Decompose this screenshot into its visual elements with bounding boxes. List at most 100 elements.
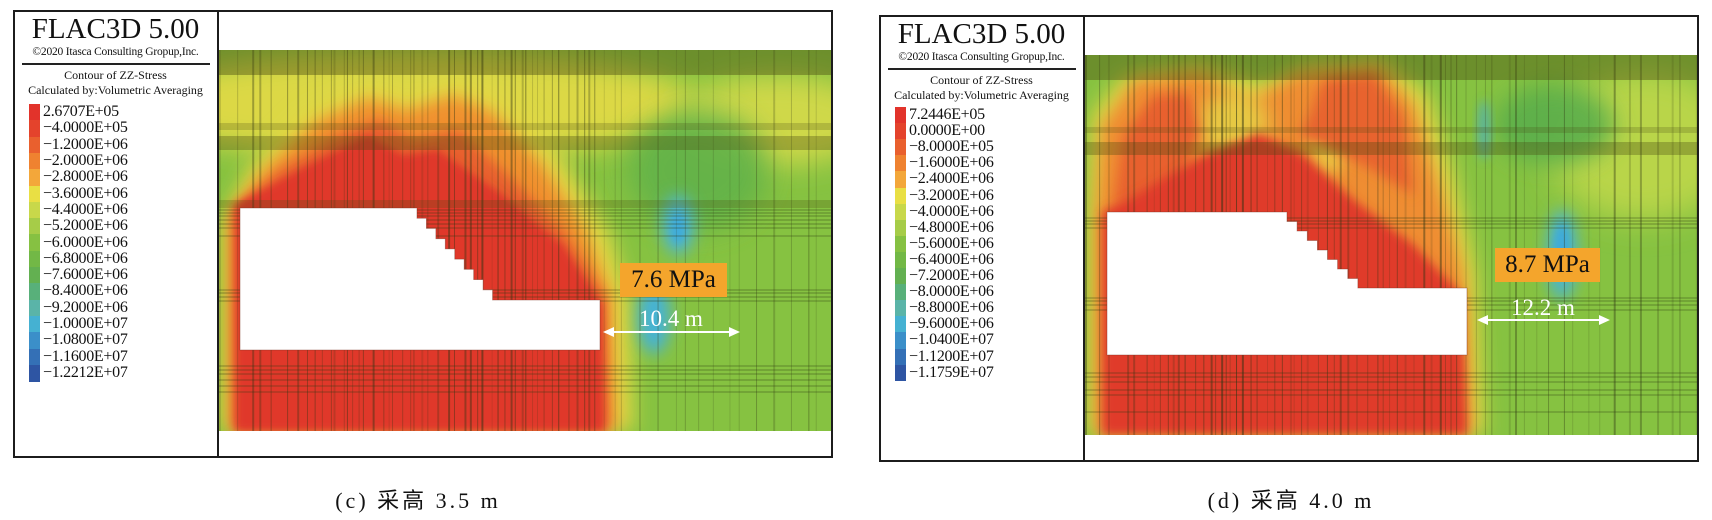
legend-label: −1.1759E+07 <box>909 363 994 381</box>
legend-swatch <box>895 171 906 189</box>
legend-label: −1.1200E+07 <box>909 347 994 365</box>
legend-swatch <box>895 316 906 333</box>
colorbar <box>29 104 40 382</box>
legend-label: −4.8000E+06 <box>909 218 994 236</box>
panel-c: FLAC3D 5.00 ©2020 Itasca Consulting Grop… <box>13 10 833 458</box>
legend-label: −4.0000E+05 <box>43 119 128 137</box>
legend-swatch <box>29 299 40 317</box>
blue-zone <box>671 212 685 244</box>
cyan-zone <box>638 282 670 354</box>
legend-swatch <box>895 187 906 205</box>
peak-stress-label: 8.7 MPa <box>1495 248 1600 282</box>
legend-swatch <box>895 251 906 269</box>
legend-swatch <box>895 300 906 317</box>
distance-arrow <box>1477 315 1610 325</box>
legend-swatch <box>29 152 40 170</box>
distance-label: 12.2 m <box>1511 295 1575 320</box>
legend-swatch <box>29 185 40 203</box>
contour-title: Contour of ZZ-Stress <box>64 68 167 82</box>
rock-layer-band <box>218 123 831 130</box>
legend-swatch <box>29 364 40 382</box>
legend-swatch <box>895 364 906 382</box>
legend-label: −3.2000E+06 <box>909 186 994 204</box>
contour-title: Contour of ZZ-Stress <box>930 73 1033 87</box>
rock-layer-band <box>218 200 831 208</box>
legend-swatch <box>29 169 40 187</box>
arrowhead-left-icon <box>603 327 614 337</box>
rock-layer-band <box>1084 127 1698 133</box>
legend-area: FLAC3D 5.00 ©2020 Itasca Consulting Grop… <box>879 15 1084 462</box>
rock-layer-band <box>218 136 831 150</box>
legend-label: −7.2000E+06 <box>909 267 994 285</box>
legend-swatch <box>895 139 906 156</box>
legend-swatch <box>29 104 40 121</box>
legend-swatch <box>29 218 40 235</box>
legend-swatch <box>29 283 40 301</box>
stress-contour-plot <box>218 50 831 431</box>
distance-arrow <box>603 327 740 337</box>
legend-label: −9.6000E+06 <box>909 315 994 333</box>
contour-layers <box>218 50 831 431</box>
legend-label: −1.0000E+07 <box>43 315 128 333</box>
red-orange-zone <box>1299 75 1414 195</box>
colorbar <box>895 107 906 382</box>
legend-swatch <box>895 332 906 350</box>
green-zone <box>628 110 768 230</box>
caption-d: (d) 采高 4.0 m <box>1207 488 1375 513</box>
legend-label: −5.2000E+06 <box>43 217 128 235</box>
legend-divider <box>217 10 219 458</box>
copyright-text: ©2020 Itasca Consulting Gropup,Inc. <box>32 46 199 58</box>
legend-swatch <box>29 348 40 366</box>
legend-swatch <box>895 219 906 237</box>
legend-swatch <box>895 155 906 172</box>
legend-swatch <box>29 136 40 154</box>
legend-label: −1.0800E+07 <box>43 331 128 349</box>
rock-layer-band <box>218 50 831 75</box>
rock-layer-band <box>1084 142 1698 155</box>
legend-label: −3.6000E+06 <box>43 184 128 202</box>
legend-divider <box>1083 15 1085 462</box>
caption-c: (c) 采高 3.5 m <box>335 488 501 513</box>
contour-layers <box>1084 55 1698 435</box>
legend-label: −1.2000E+06 <box>43 135 128 153</box>
legend-label: −5.6000E+06 <box>909 234 994 252</box>
legend-label: −2.4000E+06 <box>909 170 994 188</box>
colorbar-labels: 7.2446E+05 0.0000E+00 −8.0000E+05 −1.6000E+… <box>879 15 1084 462</box>
copyright-text: ©2020 Itasca Consulting Gropup,Inc. <box>898 51 1065 63</box>
legend-swatch <box>29 201 40 219</box>
peak-stress-label: 7.6 MPa <box>620 263 727 297</box>
green-zone <box>1494 85 1614 165</box>
software-title: FLAC3D 5.00 <box>31 13 200 45</box>
legend-swatch <box>29 120 40 138</box>
legend-swatch <box>895 123 906 140</box>
legend-swatch <box>895 203 906 221</box>
legend-swatch <box>895 235 906 253</box>
arrowhead-right-icon <box>1599 315 1610 325</box>
legend-label: −8.4000E+06 <box>43 282 128 300</box>
excavation-cavity <box>1106 211 1468 356</box>
calculation-method: Calculated by:Volumetric Averaging <box>28 83 203 97</box>
calculation-method: Calculated by:Volumetric Averaging <box>894 88 1069 102</box>
legend-swatch <box>895 348 906 366</box>
legend-label: 0.0000E+00 <box>909 122 985 140</box>
legend-label: −8.0000E+06 <box>909 283 994 301</box>
legend-swatch <box>29 234 40 252</box>
stress-contour-plot <box>1084 55 1698 435</box>
legend-label: −1.6000E+06 <box>909 154 994 172</box>
legend-label: −6.8000E+06 <box>43 249 128 267</box>
legend-label: −1.0400E+07 <box>909 331 994 349</box>
legend-label: 7.2446E+05 <box>909 106 985 124</box>
legend-rule <box>22 63 210 65</box>
legend-label: −1.2212E+07 <box>43 363 128 381</box>
legend-label: −8.8000E+06 <box>909 299 994 317</box>
excavation-cavity <box>239 207 601 351</box>
arrowhead-left-icon <box>1477 315 1488 325</box>
legend-swatch <box>895 268 906 285</box>
legend-label: −9.2000E+06 <box>43 298 128 316</box>
legend-label: −4.0000E+06 <box>909 202 994 220</box>
legend-swatch <box>895 107 906 124</box>
legend-swatch <box>895 284 906 301</box>
legend-label: −2.0000E+06 <box>43 152 128 170</box>
rock-layer-band <box>1084 55 1698 80</box>
legend-label: −8.0000E+05 <box>909 138 994 156</box>
